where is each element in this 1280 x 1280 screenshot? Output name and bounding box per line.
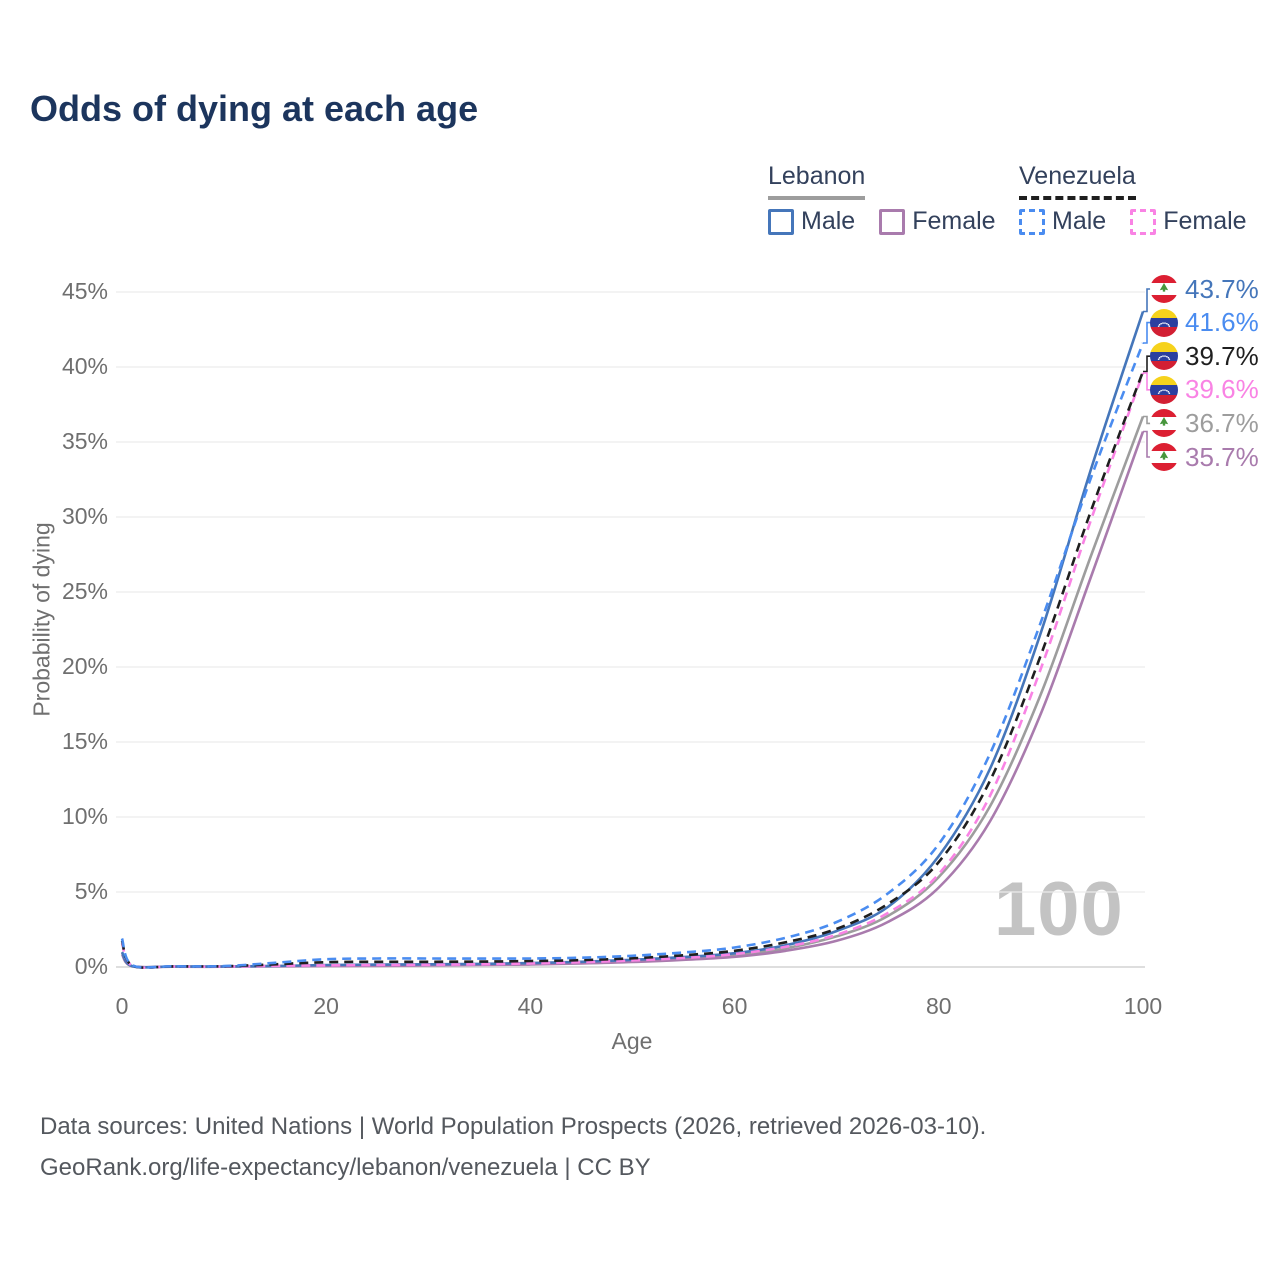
lebanon-flag-icon [1150, 275, 1178, 303]
end-value-label: 41.6% [1185, 307, 1259, 338]
label-connector [1143, 430, 1151, 458]
series-line-lebanon-female[interactable] [120, 431, 1145, 969]
lebanon-female-swatch-icon [879, 208, 906, 235]
end-value-label: 35.7% [1185, 441, 1259, 472]
end-label-venezuela-female: 39.6% [1150, 374, 1259, 405]
legend-item-venezuela-female[interactable]: Female [1130, 207, 1247, 236]
footer: Data sources: United Nations | World Pop… [40, 1106, 986, 1188]
label-connector [1143, 321, 1151, 344]
label-connector [1143, 372, 1151, 391]
end-value-label: 36.7% [1185, 407, 1259, 438]
venezuela-female-swatch-icon [1130, 208, 1157, 235]
series-line-venezuela-male[interactable] [120, 342, 1145, 969]
series-line-venezuela-both-sexes[interactable] [120, 371, 1145, 969]
end-label-venezuela-both-sexes: 39.7% [1150, 341, 1259, 371]
legend-group-lebanon: Lebanon Male Female [768, 162, 996, 236]
series-line-lebanon-male[interactable] [120, 311, 1145, 969]
data-sources-line: Data sources: United Nations | World Pop… [40, 1113, 987, 1140]
legend-item-label: Female [912, 207, 996, 235]
x-axis-title: Age [611, 1028, 653, 1054]
end-label-lebanon-both-sexes: 36.7% [1150, 408, 1259, 438]
venezuela-male-swatch-icon [1019, 208, 1045, 235]
label-connector [1143, 415, 1151, 425]
end-value-label: 39.7% [1185, 340, 1259, 371]
legend-group-venezuela: Venezuela Male Female [1019, 162, 1247, 236]
legend-item-venezuela-male[interactable]: Male [1019, 207, 1106, 236]
venezuela-flag-icon [1150, 375, 1178, 404]
legend-item-lebanon-female[interactable]: Female [879, 207, 996, 236]
attribution-line: GeoRank.org/life-expectancy/lebanon/vene… [40, 1154, 651, 1181]
venezuela-flag-icon [1150, 308, 1178, 337]
end-value-label: 39.6% [1185, 374, 1259, 405]
legend-item-label: Male [801, 207, 856, 235]
label-connector [1143, 288, 1151, 313]
legend-item-label: Male [1052, 207, 1107, 235]
lebanon-male-swatch-icon [768, 208, 794, 235]
legend-item-lebanon-male[interactable]: Male [768, 207, 855, 236]
label-connector [1143, 355, 1151, 373]
legend-country-venezuela[interactable]: Venezuela [1019, 162, 1136, 200]
page-title: Odds of dying at each age [30, 88, 479, 129]
venezuela-flag-icon [1150, 342, 1178, 371]
hover-age-indicator: 100 [994, 867, 1124, 952]
lebanon-flag-icon [1150, 409, 1178, 438]
end-label-lebanon-female: 35.7% [1150, 442, 1259, 472]
end-label-lebanon-male: 43.7% [1150, 274, 1259, 304]
lebanon-flag-icon [1150, 443, 1178, 471]
series-line-lebanon-both-sexes[interactable] [120, 416, 1145, 969]
end-value-label: 43.7% [1185, 273, 1259, 304]
legend-item-label: Female [1163, 207, 1247, 235]
end-label-venezuela-male: 41.6% [1150, 307, 1259, 338]
y-axis-title: Probability of dying [28, 522, 55, 717]
series-line-venezuela-female[interactable] [120, 372, 1145, 969]
legend-country-lebanon[interactable]: Lebanon [768, 162, 866, 200]
